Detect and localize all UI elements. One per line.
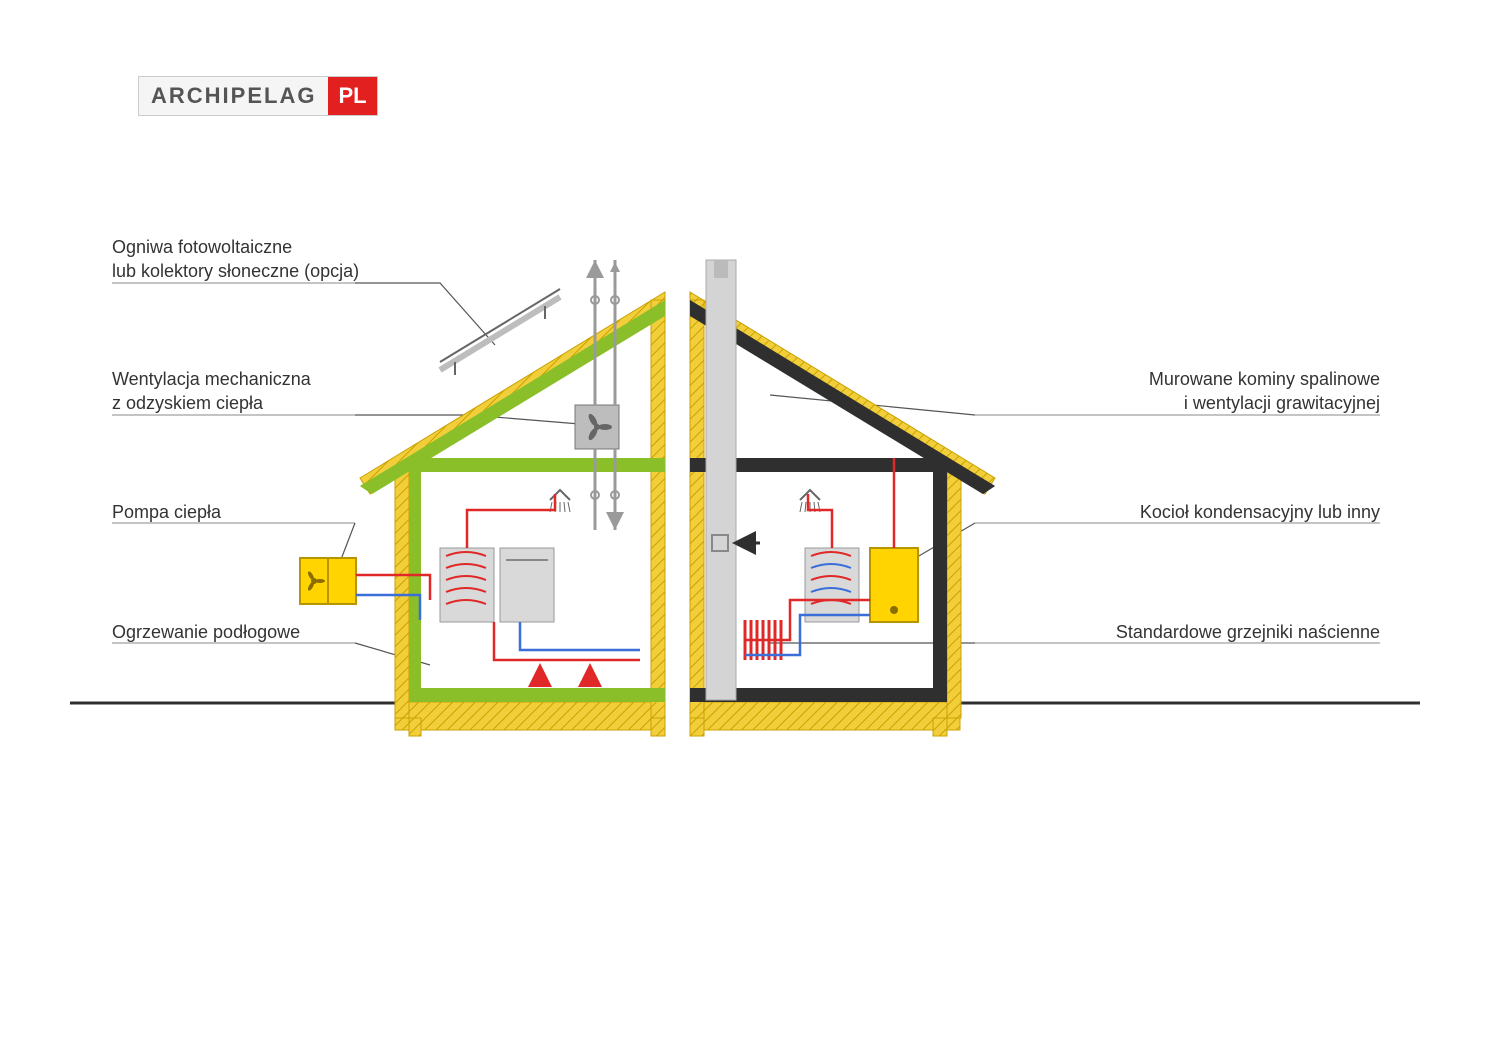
label-vent: Wentylacja mechaniczna z odzyskiem ciepł… <box>112 367 311 416</box>
label-pump-l1: Pompa ciepła <box>112 502 221 522</box>
label-floor: Ogrzewanie podłogowe <box>112 620 300 644</box>
diagram-canvas <box>0 0 1490 1052</box>
label-vent-l1: Wentylacja mechaniczna <box>112 369 311 389</box>
label-vent-l2: z odzyskiem ciepła <box>112 393 263 413</box>
label-boiler-l1: Kocioł kondensacyjny lub inny <box>1140 502 1380 522</box>
label-boiler: Kocioł kondensacyjny lub inny <box>1140 500 1380 524</box>
label-floor-l1: Ogrzewanie podłogowe <box>112 622 300 642</box>
label-chimney: Murowane kominy spalinowe i wentylacji g… <box>1149 367 1380 416</box>
label-chimney-l2: i wentylacji grawitacyjnej <box>1184 393 1380 413</box>
label-solar: Ogniwa fotowoltaiczne lub kolektory słon… <box>112 235 359 284</box>
label-chimney-l1: Murowane kominy spalinowe <box>1149 369 1380 389</box>
label-pump: Pompa ciepła <box>112 500 221 524</box>
label-radiator: Standardowe grzejniki naścienne <box>1116 620 1380 644</box>
label-radiator-l1: Standardowe grzejniki naścienne <box>1116 622 1380 642</box>
label-solar-l1: Ogniwa fotowoltaiczne <box>112 237 292 257</box>
label-solar-l2: lub kolektory słoneczne (opcja) <box>112 261 359 281</box>
